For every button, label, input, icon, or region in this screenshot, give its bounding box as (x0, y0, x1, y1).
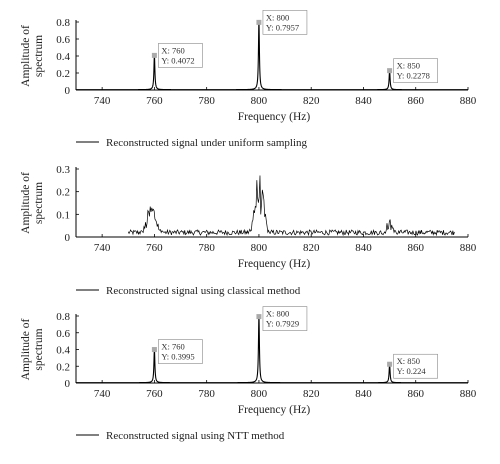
spectrum-line (127, 175, 455, 237)
y-tick-label: 0.6 (56, 34, 70, 46)
chart-panel-2: 740 760 780 800 820 840 860 880 0 0.1 0.2 0.3 Freque… (20, 164, 477, 297)
datatip-x: X: 760 (161, 45, 184, 55)
y-tick-label: 0 (65, 378, 71, 390)
x-tick-label: 840 (355, 242, 372, 254)
datatip-box (158, 339, 203, 364)
legend: Reconstructed signal under uniform sampl… (76, 137, 308, 149)
datatip-x: X: 850 (397, 61, 420, 71)
datatip-marker (256, 19, 262, 25)
datatip-y: Y: 0.7929 (266, 319, 299, 329)
datatip-y: Y: 0.2278 (397, 71, 430, 81)
y-tick-label: 0.8 (56, 17, 70, 29)
y-tick-label: 0.2 (56, 361, 70, 373)
datatip-box (393, 58, 438, 83)
x-tick-label: 820 (303, 388, 320, 400)
x-tick-label: 820 (303, 95, 320, 107)
datatip-y: Y: 0.7957 (266, 22, 299, 32)
datatip-box (158, 43, 203, 68)
x-tick-label: 880 (460, 242, 477, 254)
y-axis-title: Amplitude ofspectrum (20, 319, 45, 381)
y-tick-label: 0 (65, 232, 71, 244)
spectrum-line (76, 316, 468, 384)
x-axis-title: Frequency (Hz) (238, 404, 311, 416)
datatip-box (393, 353, 438, 379)
datatip-marker (151, 347, 157, 353)
datatip-x: X: 850 (397, 356, 420, 366)
datatip-box (262, 306, 308, 331)
y-tick-label: 0.4 (56, 51, 70, 63)
x-tick-label: 760 (146, 242, 163, 254)
x-tick-label: 740 (94, 242, 111, 254)
x-tick-label: 840 (355, 95, 372, 107)
x-tick-label: 880 (460, 95, 477, 107)
y-tick-label: 0.2 (56, 187, 70, 199)
x-axis-title: Frequency (Hz) (238, 111, 311, 123)
y-tick-label: 0.1 (56, 209, 70, 221)
x-tick-label: 780 (198, 95, 215, 107)
y-tick-label: 0 (65, 85, 71, 97)
legend: Reconstructed signal using NTT method (76, 430, 285, 442)
x-tick-label: 860 (407, 388, 424, 400)
datatip-marker (387, 68, 393, 74)
y-tick-label: 0.2 (56, 68, 70, 80)
legend-label: Reconstructed signal under uniform sampl… (106, 137, 308, 149)
datatip-x: X: 800 (266, 309, 289, 319)
datatip-marker (151, 52, 157, 58)
x-tick-label: 740 (94, 388, 111, 400)
datatip-marker (256, 314, 262, 320)
datatip-marker (387, 361, 393, 367)
y-tick-label: 0.6 (56, 328, 70, 340)
datatip-x: X: 760 (161, 342, 184, 352)
datatip-y: Y: 0.3995 (161, 352, 194, 362)
legend: Reconstructed signal using classical met… (76, 285, 301, 297)
x-tick-label: 760 (146, 388, 163, 400)
x-tick-label: 760 (146, 95, 163, 107)
datatip-y: Y: 0.224 (397, 366, 427, 376)
x-axis-title: Frequency (Hz) (238, 258, 311, 270)
y-axis-title: Amplitude ofspectrum (20, 25, 45, 87)
x-tick-label: 860 (407, 95, 424, 107)
x-tick-label: 820 (303, 242, 320, 254)
spectrum-line (76, 21, 468, 91)
x-tick-label: 780 (198, 242, 215, 254)
x-tick-label: 800 (251, 242, 268, 254)
x-tick-label: 860 (407, 242, 424, 254)
y-axis-title: Amplitude ofspectrum (20, 172, 45, 234)
x-tick-label: 880 (460, 388, 477, 400)
x-tick-label: 800 (251, 95, 268, 107)
y-tick-label: 0.3 (56, 164, 70, 176)
datatip-x: X: 800 (266, 12, 289, 22)
chart-panel-3: 740 760 780 800 820 840 860 880 0 0.2 0.4 0.6 0.8 Fre… (20, 306, 477, 442)
x-tick-label: 780 (198, 388, 215, 400)
chart-panel-1: 740 760 780 800 820 840 860 880 0 0.2 0.4 0.6 0.8 Fre… (20, 10, 477, 149)
datatip-box (262, 10, 308, 35)
x-tick-label: 840 (355, 388, 372, 400)
y-tick-label: 0.8 (56, 311, 70, 323)
legend-label: Reconstructed signal using classical met… (106, 285, 301, 297)
x-tick-label: 740 (94, 95, 111, 107)
y-tick-label: 0.4 (56, 345, 70, 357)
x-tick-label: 800 (251, 388, 268, 400)
legend-label: Reconstructed signal using NTT method (106, 430, 285, 442)
datatip-y: Y: 0.4072 (161, 55, 194, 65)
